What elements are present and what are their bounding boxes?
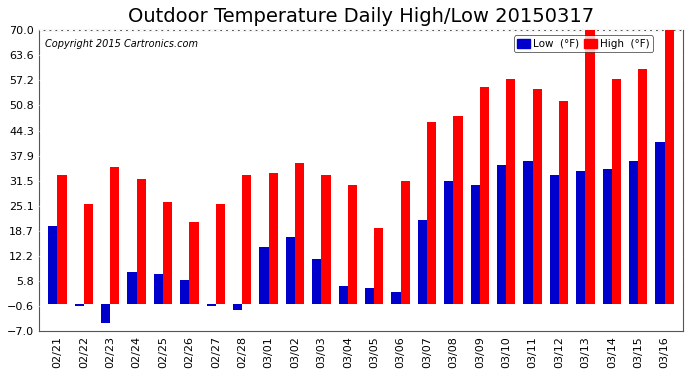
Bar xyxy=(322,175,331,304)
Bar xyxy=(180,280,189,304)
Bar xyxy=(533,89,542,304)
Bar xyxy=(286,237,295,304)
Bar xyxy=(57,175,67,304)
Bar xyxy=(417,220,427,304)
Bar xyxy=(612,79,621,304)
Bar xyxy=(576,171,585,304)
Bar xyxy=(312,259,322,304)
Bar xyxy=(602,169,612,304)
Bar xyxy=(110,167,119,304)
Bar xyxy=(83,204,93,304)
Bar xyxy=(216,204,225,304)
Bar xyxy=(497,165,506,304)
Bar xyxy=(444,181,453,304)
Bar xyxy=(348,184,357,304)
Bar xyxy=(585,30,595,304)
Bar xyxy=(163,202,172,304)
Bar xyxy=(137,179,146,304)
Bar xyxy=(259,247,268,304)
Bar xyxy=(664,28,674,304)
Bar xyxy=(629,161,638,304)
Bar xyxy=(189,222,199,304)
Bar xyxy=(480,87,489,304)
Bar xyxy=(48,226,57,304)
Title: Outdoor Temperature Daily High/Low 20150317: Outdoor Temperature Daily High/Low 20150… xyxy=(128,7,594,26)
Text: Copyright 2015 Cartronics.com: Copyright 2015 Cartronics.com xyxy=(46,39,198,49)
Bar xyxy=(365,288,374,304)
Bar xyxy=(206,304,216,306)
Bar xyxy=(523,161,533,304)
Bar xyxy=(295,163,304,304)
Bar xyxy=(559,100,569,304)
Bar xyxy=(391,292,401,304)
Bar xyxy=(506,79,515,304)
Bar xyxy=(128,273,137,304)
Bar xyxy=(550,175,559,304)
Bar xyxy=(656,142,664,304)
Bar xyxy=(471,184,480,304)
Bar xyxy=(453,116,462,304)
Bar xyxy=(339,286,348,304)
Bar xyxy=(427,122,436,304)
Legend: Low  (°F), High  (°F): Low (°F), High (°F) xyxy=(514,36,653,52)
Bar xyxy=(154,274,163,304)
Bar xyxy=(75,304,83,306)
Bar xyxy=(401,181,410,304)
Bar xyxy=(101,304,110,323)
Bar xyxy=(233,304,242,310)
Bar xyxy=(268,173,278,304)
Bar xyxy=(374,228,384,304)
Bar xyxy=(242,175,251,304)
Bar xyxy=(638,69,647,304)
